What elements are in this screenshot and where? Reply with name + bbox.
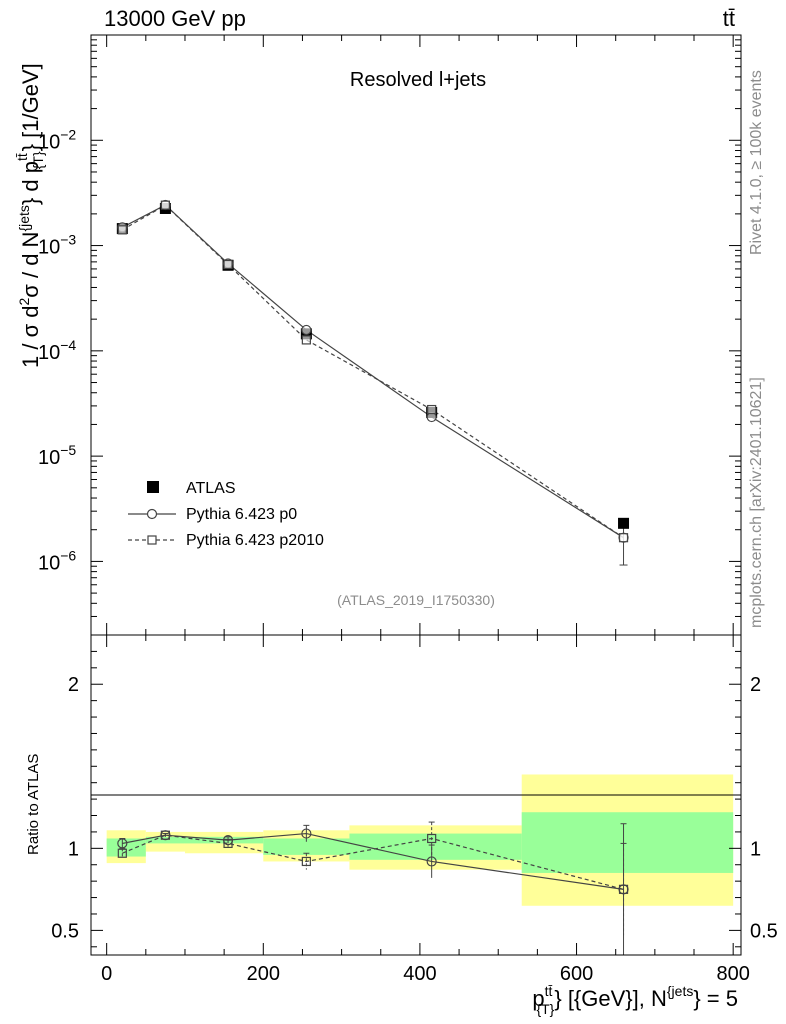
ratio-markers: [117, 828, 629, 895]
ratio-y-tick-label-right: 2: [750, 674, 761, 696]
main-axis-ticks: [91, 34, 741, 636]
x-tick-label: 0: [101, 963, 112, 985]
data-markers: [116, 199, 630, 543]
atlas-point: [618, 517, 630, 529]
p0-ratio-point: [301, 828, 312, 839]
p2010-ratio-point: [427, 833, 437, 844]
process-label: tt̄: [723, 6, 735, 31]
x-tick-label: 800: [716, 963, 749, 985]
ratio-band-inner: [263, 838, 350, 855]
p2010-point: [160, 200, 170, 210]
x-tick-label: 600: [560, 963, 593, 985]
y-tick-label: 10−5: [38, 442, 76, 469]
y-tick-label: 10−3: [38, 232, 76, 259]
p0-point: [301, 324, 312, 336]
ratio-y-tick-label-right: 1: [750, 838, 761, 860]
y-tick-label: 10−4: [38, 337, 76, 364]
p0-ratio-line: [122, 832, 624, 890]
p2010-ratio-point: [618, 884, 629, 894]
legend-p0-marker: [146, 508, 158, 520]
p0-ratio-point: [117, 838, 128, 849]
p0-line: [122, 204, 624, 539]
p2010-ratio-point: [223, 838, 233, 849]
mc-lines: [122, 204, 628, 566]
ratio-frame: [90, 634, 742, 956]
p2010-point: [223, 259, 233, 270]
legend-p2010-label: Pythia 6.423 p2010: [186, 532, 324, 549]
p2010-point: [618, 533, 629, 543]
ratio-lines: [119, 821, 627, 955]
ratio-axis-ticks: [91, 634, 741, 955]
p2010-ratio-point: [117, 848, 127, 858]
p2010-point: [427, 404, 437, 415]
mcplots-label: mcplots.cern.ch [arXiv:2401.10621]: [748, 377, 765, 628]
collision-label: 13000 GeV pp: [104, 6, 246, 31]
main-panel: Resolved l+jets (ATLAS_2019_I1750330) 10…: [14, 34, 742, 636]
y-tick-label: 10−2: [38, 126, 76, 153]
p2010-ratio-line: [122, 834, 624, 890]
legend: ATLAS Pythia 6.423 p0 Pythia 6.423 p2010: [128, 480, 324, 549]
ratio-y-tick-labels: 2 2 1 1 0.5 0.5: [51, 674, 778, 942]
legend-atlas-marker: [147, 481, 159, 493]
x-tick-label: 400: [403, 963, 436, 985]
x-axis-label: ptt̄ {T}} [{GeV}], N{jets} = 5: [532, 983, 738, 1017]
legend-p2010-marker: [147, 535, 157, 545]
legend-p0-label: Pythia 6.423 p0: [186, 506, 297, 523]
ratio-band-inner: [106, 838, 146, 857]
rivet-version-label: Rivet 4.1.0, ≥ 100k events: [748, 70, 765, 255]
y-tick-label: 10−6: [38, 547, 76, 574]
x-tick-labels: 0 200 400 600 800: [101, 963, 750, 985]
p2010-point: [117, 225, 127, 235]
ratio-band-inner: [521, 812, 734, 873]
legend-atlas-label: ATLAS: [186, 480, 236, 497]
ratio-uncertainty-bands: [106, 774, 734, 906]
chart-title: Resolved l+jets: [350, 69, 486, 91]
analysis-id: (ATLAS_2019_I1750330): [337, 592, 495, 608]
ratio-y-axis-label: Ratio to ATLAS: [25, 754, 42, 855]
p2010-ratio-point: [160, 830, 170, 840]
ratio-y-tick-label: 0.5: [51, 920, 79, 942]
x-tick-label: 200: [247, 963, 280, 985]
p2010-ratio-point: [301, 856, 311, 867]
p2010-point: [301, 335, 311, 345]
ratio-y-tick-label: 1: [68, 838, 79, 860]
ratio-y-tick-label-right: 0.5: [750, 920, 778, 942]
ratio-y-tick-label: 2: [68, 674, 79, 696]
main-y-axis-label: 1 / σ d2σ / d N{jets} d ptt̄{T}} [1/GeV]: [14, 63, 46, 368]
p0-ratio-point: [426, 856, 437, 867]
main-y-tick-labels: 10−2 10−3 10−4 10−5 10−6: [38, 126, 76, 574]
ratio-panel: 2 2 1 1 0.5 0.5 Ratio to ATLAS: [25, 634, 778, 956]
p2010-line: [122, 204, 624, 539]
